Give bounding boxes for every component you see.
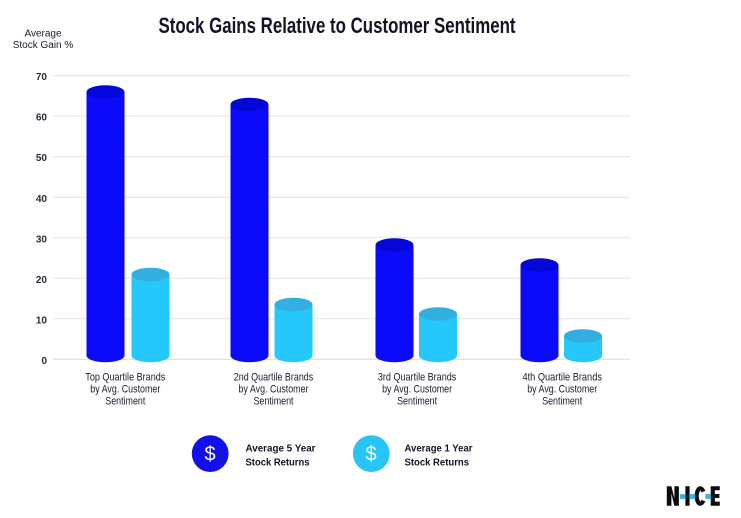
svg-text:Average: Average bbox=[24, 28, 62, 39]
svg-text:50: 50 bbox=[36, 153, 48, 164]
svg-text:4th Quartile Brands: 4th Quartile Brands bbox=[522, 372, 602, 384]
svg-text:Sentiment: Sentiment bbox=[254, 396, 294, 408]
svg-text:Stock Returns: Stock Returns bbox=[246, 456, 310, 468]
svg-text:30: 30 bbox=[36, 234, 48, 245]
svg-text:60: 60 bbox=[36, 113, 48, 124]
svg-text:Stock Gains Relative to Custom: Stock Gains Relative to Customer Sentime… bbox=[159, 13, 517, 38]
svg-text:70: 70 bbox=[36, 72, 48, 83]
svg-text:by Avg. Customer: by Avg. Customer bbox=[239, 384, 309, 396]
svg-text:Average 5 Year: Average 5 Year bbox=[246, 443, 316, 455]
svg-text:Stock Gain %: Stock Gain % bbox=[13, 40, 74, 51]
svg-text:Top Quartile Brands: Top Quartile Brands bbox=[85, 372, 165, 384]
svg-text:by Avg. Customer: by Avg. Customer bbox=[527, 384, 597, 396]
svg-text:$: $ bbox=[366, 444, 377, 466]
svg-text:by Avg. Customer: by Avg. Customer bbox=[90, 384, 160, 396]
svg-text:Sentiment: Sentiment bbox=[105, 396, 145, 408]
svg-text:0: 0 bbox=[41, 356, 47, 367]
svg-text:20: 20 bbox=[36, 275, 48, 286]
svg-text:40: 40 bbox=[36, 194, 48, 205]
svg-text:by Avg. Customer: by Avg. Customer bbox=[382, 384, 452, 396]
svg-text:$: $ bbox=[204, 444, 215, 466]
svg-text:Sentiment: Sentiment bbox=[397, 396, 437, 408]
svg-text:Sentiment: Sentiment bbox=[542, 396, 582, 408]
svg-text:3rd Quartile Brands: 3rd Quartile Brands bbox=[378, 372, 457, 384]
svg-text:Average 1 Year: Average 1 Year bbox=[405, 443, 473, 455]
svg-text:2nd Quartile Brands: 2nd Quartile Brands bbox=[234, 372, 314, 384]
svg-text:Stock Returns: Stock Returns bbox=[405, 456, 470, 468]
svg-text:10: 10 bbox=[36, 315, 48, 326]
